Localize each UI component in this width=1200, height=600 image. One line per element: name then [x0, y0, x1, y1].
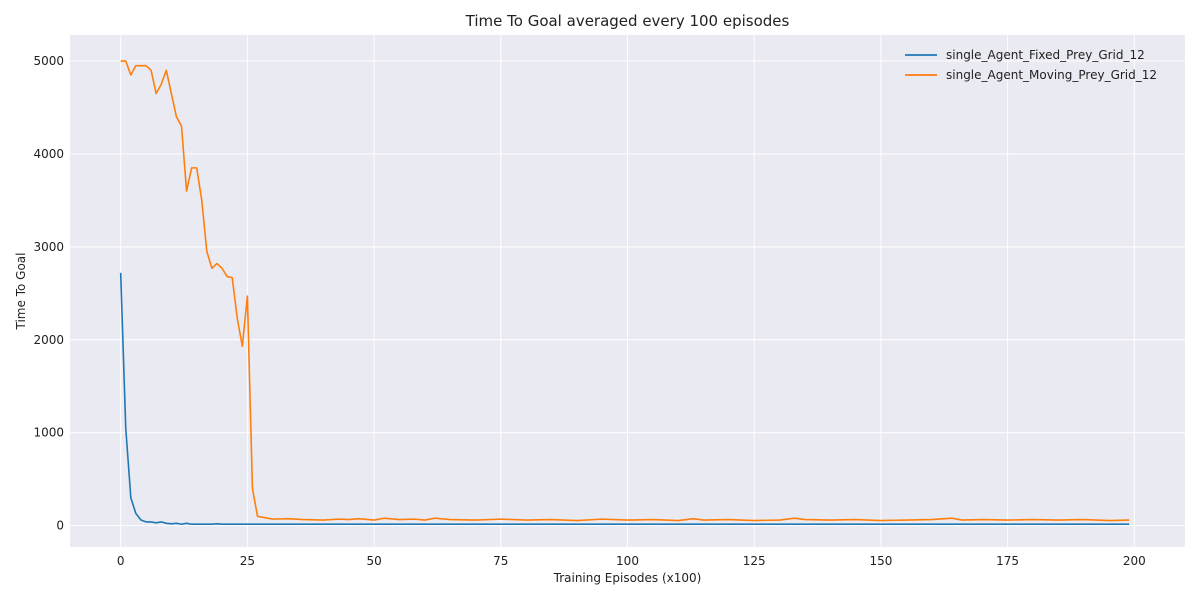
series-line-2 — [120, 60, 1130, 522]
y-tick-label: 0 — [56, 519, 64, 533]
series-line-1 — [119, 272, 1130, 526]
x-tick-label: 150 — [869, 554, 892, 568]
y-axis-label: Time To Goal — [14, 253, 28, 331]
chart-title: Time To Goal averaged every 100 episodes — [465, 12, 790, 30]
x-tick-label: 75 — [493, 554, 508, 568]
x-tick-label: 0 — [117, 554, 125, 568]
legend-label-1: single_Agent_Fixed_Prey_Grid_12 — [946, 48, 1145, 62]
y-tick-label: 5000 — [33, 54, 64, 68]
x-tick-label: 125 — [743, 554, 766, 568]
x-axis-label: Training Episodes (x100) — [553, 571, 702, 585]
x-tick-label: 200 — [1123, 554, 1146, 568]
y-tick-label: 2000 — [33, 333, 64, 347]
series-layer — [119, 60, 1130, 526]
x-tick-label: 25 — [240, 554, 255, 568]
y-tick-label: 3000 — [33, 240, 64, 254]
y-axis-ticks: 0 1000 2000 3000 4000 5000 — [33, 54, 64, 533]
y-tick-label: 4000 — [33, 147, 64, 161]
grid-lines — [70, 35, 1185, 547]
x-tick-label: 50 — [366, 554, 381, 568]
y-tick-label: 1000 — [33, 426, 64, 440]
x-axis-ticks: 0 25 50 75 100 125 150 175 200 — [117, 554, 1146, 568]
legend-label-2: single_Agent_Moving_Prey_Grid_12 — [946, 68, 1157, 82]
x-tick-label: 175 — [996, 554, 1019, 568]
legend: single_Agent_Fixed_Prey_Grid_12 single_Ag… — [905, 48, 1157, 82]
x-tick-label: 100 — [616, 554, 639, 568]
